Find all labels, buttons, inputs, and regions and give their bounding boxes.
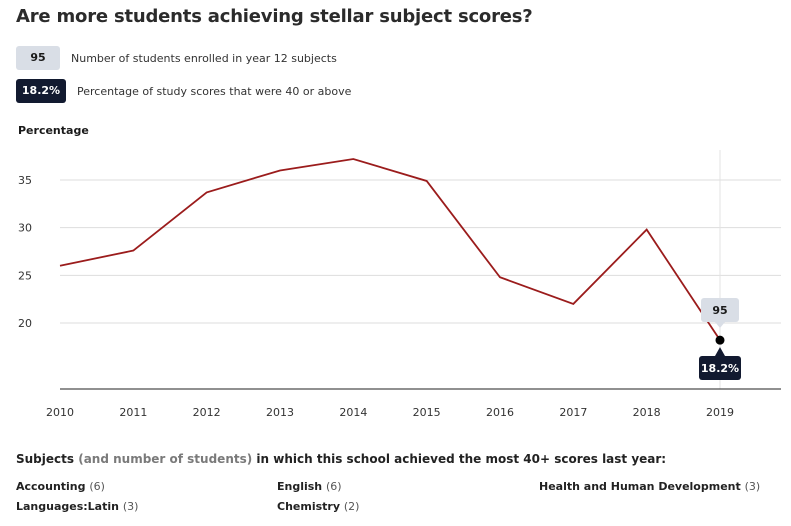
y-tick-label: 20	[18, 317, 32, 330]
y-axis-label: Percentage	[18, 124, 89, 137]
y-tick-label: 25	[18, 269, 32, 282]
x-tick-label: 2010	[46, 406, 74, 419]
tooltip-students-value: 95	[712, 304, 727, 317]
x-tick-label: 2016	[486, 406, 514, 419]
subject-count: (6)	[89, 480, 105, 493]
tooltip-students-pointer	[715, 322, 725, 328]
data-points	[715, 335, 725, 345]
x-tick-label: 2017	[559, 406, 587, 419]
grid-lines	[60, 179, 781, 324]
percentage-badge: 18.2%	[16, 79, 66, 103]
y-tick-label: 35	[18, 174, 32, 187]
legend-percentage: 18.2% Percentage of study scores that we…	[16, 79, 351, 103]
series-line[interactable]	[59, 158, 721, 341]
x-tick-label: 2012	[193, 406, 221, 419]
y-tick-labels: 20 25 30 35	[18, 174, 32, 330]
x-tick-label: 2018	[633, 406, 661, 419]
legend-students: 95 Number of students enrolled in year 1…	[16, 46, 337, 70]
subject-name: Health and Human Development	[539, 480, 741, 493]
subject-name: Languages:Latin	[16, 500, 119, 513]
subject-item: English (6)	[277, 480, 342, 493]
students-legend-text: Number of students enrolled in year 12 s…	[71, 51, 337, 65]
students-badge: 95	[16, 46, 60, 70]
x-tick-label: 2014	[339, 406, 367, 419]
subject-item: Health and Human Development (3)	[539, 480, 760, 493]
subject-count: (6)	[325, 480, 342, 493]
subjects-heading-rest: in which this school achieved the most 4…	[256, 452, 667, 466]
x-tick-label: 2015	[413, 406, 441, 419]
percentage-legend-text: Percentage of study scores that were 40 …	[77, 84, 352, 98]
highlight-point	[715, 335, 725, 345]
tooltip-value-pointer	[715, 347, 725, 356]
subjects-heading: Subjects (and number of students) in whi…	[16, 452, 666, 466]
highlight-tooltip: 95 18.2%	[699, 298, 741, 380]
chart-title: Are more students achieving stellar subj…	[16, 6, 533, 27]
subject-item: Chemistry (2)	[277, 500, 359, 513]
x-tick-label: 2019	[706, 406, 734, 419]
tooltip-value-text: 18.2%	[701, 362, 739, 375]
subjects-heading-bold: Subjects	[16, 452, 75, 466]
x-tick-label: 2011	[119, 406, 147, 419]
subject-item: Accounting (6)	[16, 480, 105, 493]
subject-count: (3)	[122, 500, 139, 513]
y-tick-label: 30	[18, 222, 32, 235]
subject-item: Languages:Latin (3)	[16, 500, 138, 513]
subjects-heading-muted: (and number of students)	[78, 452, 253, 466]
subject-name: Accounting	[16, 480, 86, 493]
subject-count: (2)	[343, 500, 360, 513]
x-tick-label: 2013	[266, 406, 294, 419]
tooltip-students-badge	[701, 298, 739, 322]
subject-count: (3)	[744, 480, 761, 493]
subject-name: English	[277, 480, 323, 493]
x-tick-labels: 2010 2011 2012 2013 2014 2015 2016 2017 2018 2019	[46, 406, 734, 419]
subject-name: Chemistry	[277, 500, 340, 513]
tooltip-value-badge	[699, 356, 741, 380]
